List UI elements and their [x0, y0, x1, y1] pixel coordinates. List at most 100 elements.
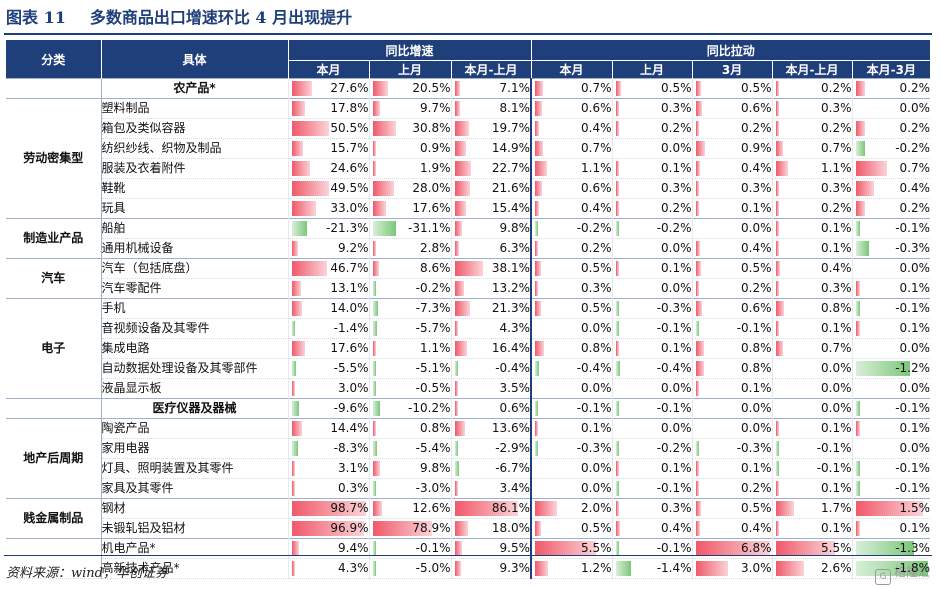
header-col: 本月-上月	[450, 60, 532, 79]
value-text: 8.6%	[420, 261, 451, 275]
table-row: 鞋靴 49.5% 28.0% 21.6% 0.6% 0.3% 0.3% 0.3% 0.4%	[6, 178, 931, 199]
value-cell: 0.0%	[530, 458, 613, 479]
value-text: 0.9%	[741, 141, 772, 155]
value-cell: 0.1%	[771, 218, 853, 239]
value-cell: 6.3%	[450, 238, 532, 259]
positive-data-bar	[454, 261, 483, 276]
value-text: 14.9%	[491, 141, 531, 155]
value-cell: 0.0%	[611, 238, 693, 259]
negative-data-bar	[291, 321, 295, 336]
value-cell: 0.1%	[851, 278, 931, 299]
value-text: -7.3%	[415, 301, 451, 315]
positive-data-bar	[291, 181, 329, 196]
value-text: 0.6%	[581, 101, 612, 115]
value-cell: 21.6%	[450, 178, 532, 199]
value-cell: 0.3%	[771, 178, 853, 199]
positive-data-bar	[615, 261, 619, 276]
value-cell: 0.2%	[530, 238, 613, 259]
value-cell: 0.3%	[611, 498, 693, 519]
positive-data-bar	[454, 181, 471, 196]
negative-data-bar	[615, 361, 620, 376]
value-text: 5.5%	[581, 541, 612, 555]
value-cell: 0.2%	[851, 118, 931, 139]
value-text: 2.6%	[821, 561, 852, 575]
positive-data-bar	[291, 561, 295, 576]
value-cell: -1.8%	[851, 558, 931, 579]
value-cell: 14.9%	[450, 138, 532, 159]
value-text: -0.4%	[656, 361, 692, 375]
positive-data-bar	[775, 221, 779, 236]
item-label: 液晶显示板	[101, 378, 288, 399]
item-label: 音视频设备及其零件	[101, 318, 288, 339]
positive-data-bar	[775, 101, 779, 116]
category-cell	[6, 78, 102, 99]
negative-data-bar	[291, 401, 299, 416]
table-row: 贱金属制品 钢材 98.7% 12.6% 86.1% 2.0% 0.3% 0.5% 1.7% 1.…	[6, 498, 931, 539]
value-text: 0.1%	[821, 321, 852, 335]
value-cell: 0.0%	[851, 338, 931, 359]
table-row: 高新技术产品* 4.3% -5.0% 9.3% 1.2% -1.4% 3.0% 2.6% -1.…	[6, 558, 931, 579]
value-text: 0.0%	[581, 381, 612, 395]
value-cell: 0.1%	[851, 418, 931, 439]
value-cell: 8.1%	[450, 98, 532, 119]
positive-data-bar	[535, 501, 558, 516]
value-cell: -21.3%	[287, 218, 369, 239]
value-cell: 3.0%	[287, 378, 369, 399]
value-text: 9.8%	[499, 221, 531, 235]
negative-data-bar	[454, 461, 460, 476]
value-text: 0.2%	[741, 281, 772, 295]
value-text: 0.0%	[899, 341, 931, 355]
value-text: 0.2%	[661, 201, 692, 215]
value-cell: 3.0%	[691, 558, 773, 579]
value-text: 0.0%	[899, 101, 931, 115]
value-cell: -0.2%	[611, 438, 693, 459]
item-label: 家具及其零件	[101, 478, 288, 499]
value-text: 0.0%	[821, 401, 852, 415]
value-cell: 9.8%	[368, 458, 451, 479]
value-text: 0.1%	[741, 201, 772, 215]
value-cell: 0.4%	[611, 518, 693, 539]
positive-data-bar	[535, 421, 539, 436]
value-text: 15.7%	[330, 141, 369, 155]
value-text: -0.3%	[895, 241, 931, 255]
value-text: 0.2%	[899, 121, 931, 135]
negative-data-bar	[615, 561, 631, 576]
negative-data-bar	[372, 441, 377, 456]
value-cell: 16.4%	[450, 338, 532, 359]
value-cell: 50.5%	[287, 118, 369, 139]
table-row: 汽车零配件 13.1% -0.2% 13.2% 0.3% 0.0% 0.2% 0.3% 0.1%	[6, 278, 931, 299]
value-text: 0.8%	[420, 421, 451, 435]
value-cell: 0.8%	[368, 418, 451, 439]
watermark-text: 格隆汇	[893, 565, 930, 579]
positive-data-bar	[454, 201, 466, 216]
value-cell: 1.7%	[771, 498, 853, 519]
category-cell: 贱金属制品	[6, 498, 102, 539]
positive-data-bar	[615, 81, 621, 96]
value-cell: 0.7%	[771, 138, 853, 159]
value-text: 0.0%	[741, 401, 772, 415]
value-cell: 0.0%	[530, 378, 613, 399]
header-category: 分类	[6, 40, 101, 79]
value-text: 5.5%	[821, 541, 852, 555]
value-cell: 0.0%	[691, 218, 773, 239]
value-text: 0.1%	[661, 261, 692, 275]
negative-data-bar	[855, 461, 861, 476]
value-text: 9.7%	[420, 101, 451, 115]
positive-data-bar	[291, 281, 302, 296]
value-cell: -0.3%	[851, 238, 931, 259]
header-col: 本月-3月	[851, 60, 931, 79]
negative-data-bar	[372, 561, 377, 576]
value-cell: 2.6%	[771, 558, 853, 579]
value-text: -0.4%	[495, 361, 531, 375]
value-cell: 0.0%	[530, 318, 613, 339]
watermark: G 格隆汇	[874, 563, 930, 585]
value-text: -9.6%	[333, 401, 369, 415]
positive-data-bar	[535, 201, 540, 216]
value-cell: -0.1%	[530, 398, 613, 419]
value-cell: -0.4%	[611, 358, 693, 379]
value-text: -0.1%	[656, 401, 692, 415]
table-row: 玩具 33.0% 17.6% 15.4% 0.4% 0.2% 0.1% 0.2% 0.2%	[6, 198, 931, 219]
value-cell: 0.1%	[611, 258, 693, 279]
item-label: 机电产品*	[101, 538, 288, 559]
positive-data-bar	[775, 121, 779, 136]
